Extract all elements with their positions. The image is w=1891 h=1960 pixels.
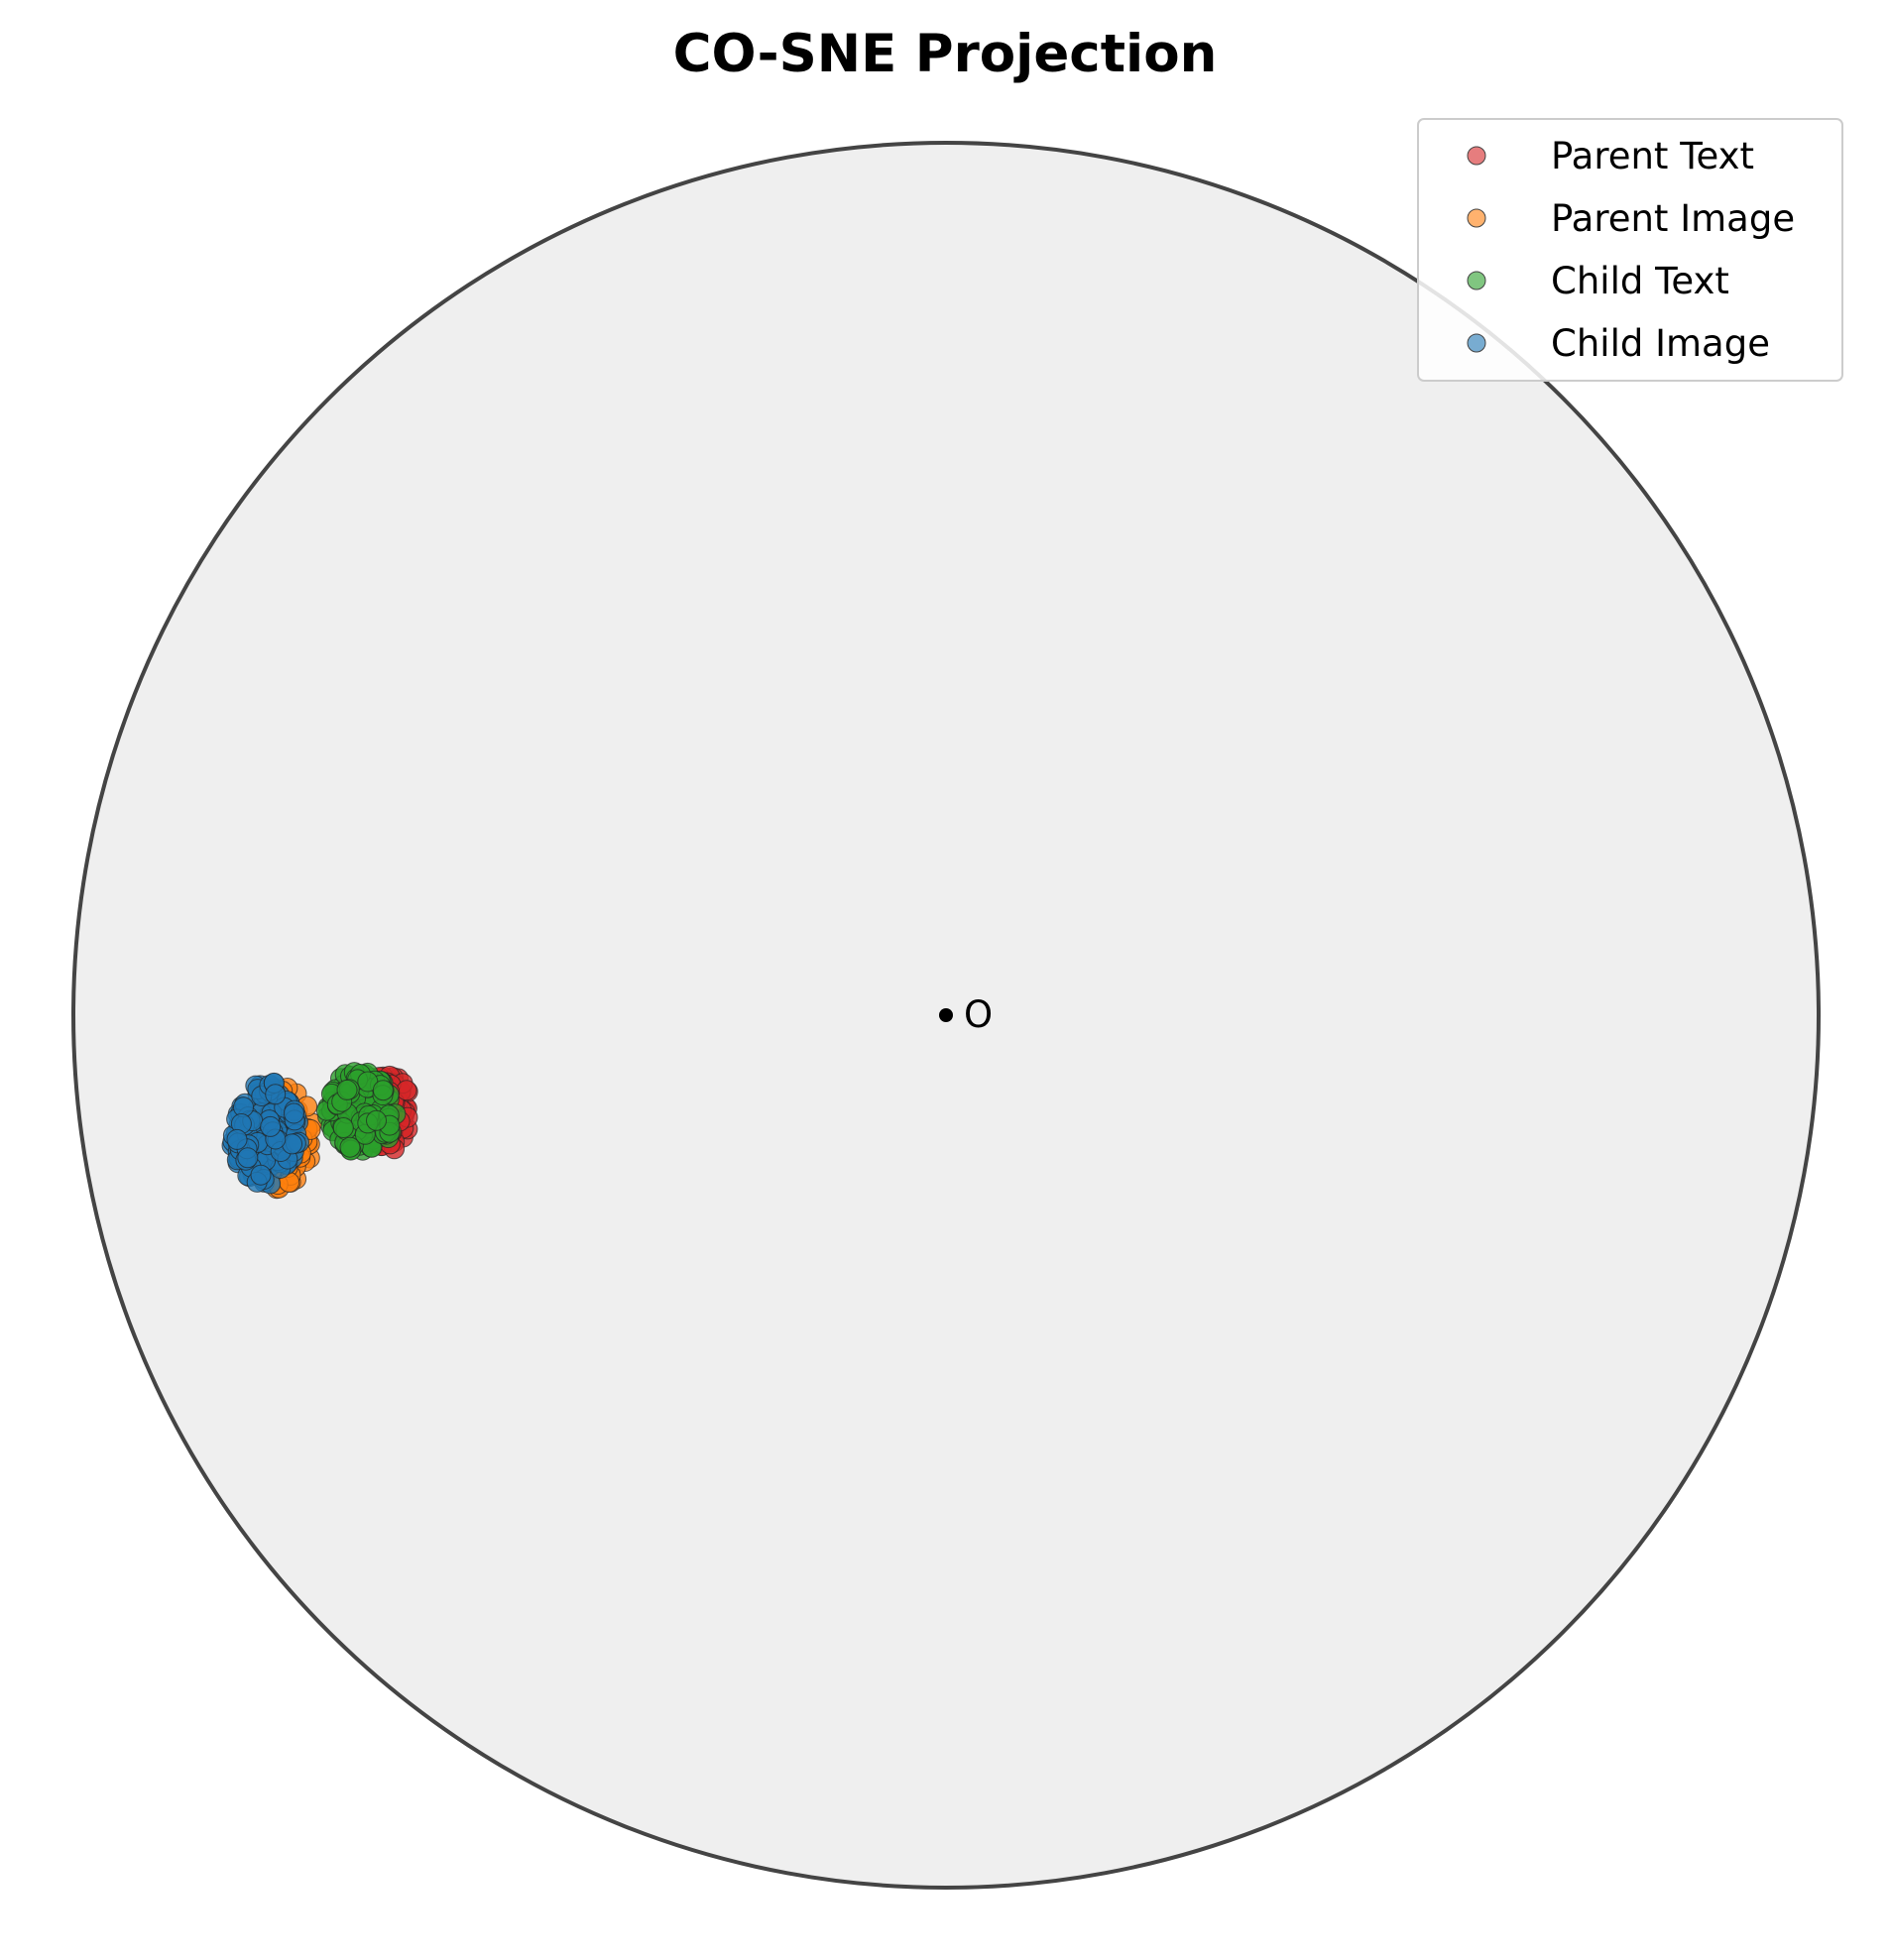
point-child-text xyxy=(336,1079,358,1100)
legend-marker-parent-image xyxy=(1467,208,1486,228)
point-child-image xyxy=(237,1147,259,1169)
point-child-image xyxy=(226,1128,248,1150)
origin-marker xyxy=(939,1008,953,1022)
chart-title: CO-SNE Projection xyxy=(673,24,1218,84)
legend-marker-child-text xyxy=(1467,271,1486,290)
legend: Parent Text Parent Image Child Text Chil… xyxy=(1417,118,1843,382)
series-child-image xyxy=(221,1072,309,1195)
point-child-text xyxy=(332,1117,354,1138)
legend-marker-child-image xyxy=(1467,333,1486,353)
origin-label: O xyxy=(964,993,993,1036)
point-child-image xyxy=(265,1084,287,1105)
point-child-image xyxy=(283,1102,304,1124)
legend-frame xyxy=(1417,118,1843,382)
legend-entry-parent-image: Parent Image xyxy=(1467,197,1795,240)
legend-label-child-image: Child Image xyxy=(1551,322,1770,365)
legend-label-child-text: Child Text xyxy=(1551,260,1729,302)
point-child-image xyxy=(250,1164,272,1186)
point-child-text xyxy=(366,1109,387,1131)
point-child-text xyxy=(372,1080,394,1101)
legend-label-parent-image: Parent Image xyxy=(1551,197,1795,240)
series-child-text xyxy=(315,1062,407,1161)
legend-label-parent-text: Parent Text xyxy=(1551,135,1754,177)
legend-entry-child-text: Child Text xyxy=(1467,260,1729,302)
scatter-points xyxy=(221,1062,418,1200)
point-child-text xyxy=(339,1136,361,1158)
point-child-image xyxy=(260,1115,282,1137)
legend-entry-child-image: Child Image xyxy=(1467,322,1770,365)
legend-entry-parent-text: Parent Text xyxy=(1467,135,1754,177)
legend-marker-parent-text xyxy=(1467,146,1486,166)
